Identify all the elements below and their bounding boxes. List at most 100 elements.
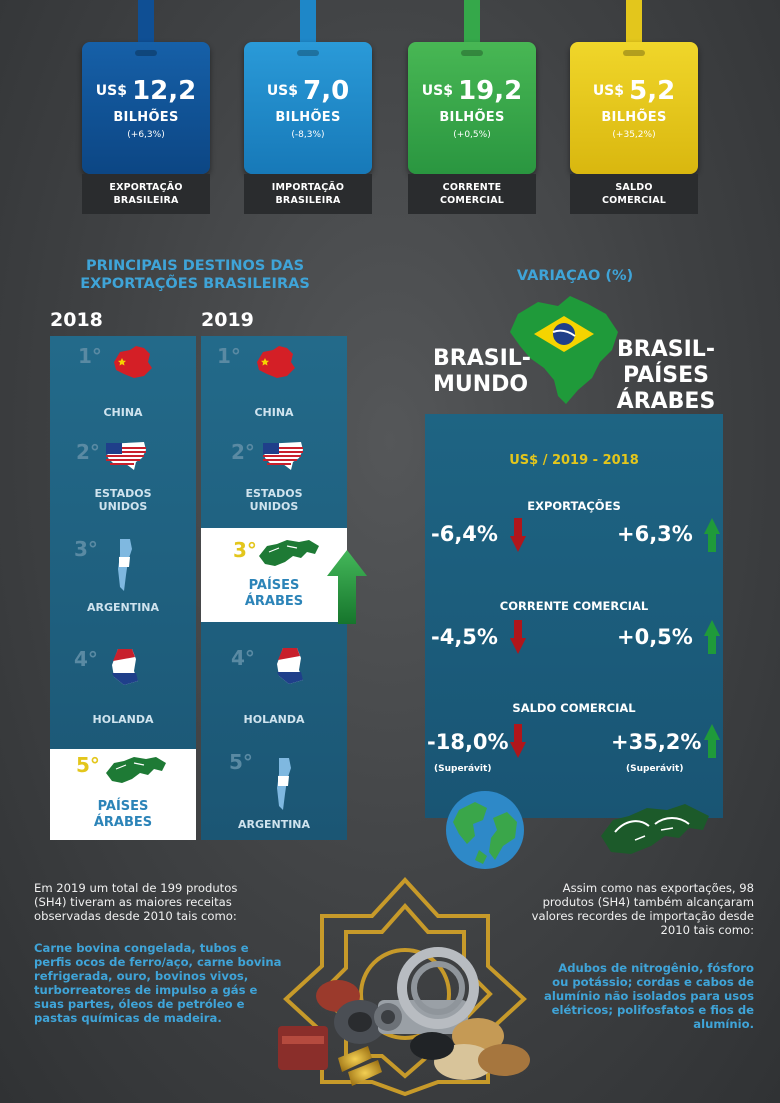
ranking-column-2019: 1° CHINA 2° ESTADOS UNIDOS 3° PAÍSES ÁRABE… <box>201 336 347 840</box>
rank-item: 4° HOLANDA <box>201 622 347 730</box>
arab-world-seal-icon <box>601 804 709 854</box>
exports-intro-text: Em 2019 um total de 199 produtos (SH4) t… <box>34 881 238 923</box>
year-2018-label: 2018 <box>50 309 103 331</box>
variation-right-note: (Superávit) <box>626 764 684 774</box>
brasil-arabes-title: BRASIL- PAÍSES ÁRABES <box>616 337 716 414</box>
card-strap <box>138 0 154 46</box>
usa-map-icon <box>106 442 146 470</box>
usa-map-icon <box>263 442 303 470</box>
rank-item: 2° ESTADOS UNIDOS <box>201 436 347 528</box>
rank-country: HOLANDA <box>243 713 305 726</box>
card-label: EXPORTAÇÃO BRASILEIRA <box>82 174 210 214</box>
rank-item: 1° CHINA <box>201 336 347 436</box>
arrow-up-icon <box>704 518 720 552</box>
variation-panel <box>425 414 723 818</box>
variation-row-label: CORRENTE COMERCIAL <box>499 599 649 613</box>
rank-number: 3° <box>74 537 98 561</box>
rise-arrow-icon <box>327 550 367 624</box>
rank-country: ARGENTINA <box>86 601 160 614</box>
rank-number: 4° <box>231 646 255 670</box>
rank-item: 2° ESTADOS UNIDOS <box>50 436 196 531</box>
card-unit: BILHÕES <box>113 110 179 125</box>
export-card: US$ 12,2 BILHÕES (+6,3%) <box>82 42 210 174</box>
rank-number: 2° <box>231 440 255 464</box>
arrow-down-icon <box>510 518 526 552</box>
brasil-mundo-title: BRASIL- MUNDO <box>433 346 531 397</box>
card-hole <box>461 50 483 56</box>
variation-left-value: -6,4% <box>431 522 498 546</box>
card-change: (+0,5%) <box>453 130 491 140</box>
ranking-column-2018: 1° CHINA 2° ESTADOS UNIDOS 3° ARGENTINA 4… <box>50 336 196 840</box>
netherlands-map-icon <box>277 648 303 684</box>
card-strap <box>626 0 642 46</box>
card-amount: US$ 12,2 <box>95 76 197 106</box>
card-label: IMPORTAÇÃO BRASILEIRA <box>244 174 372 214</box>
card-label: CORRENTE COMERCIAL <box>408 174 536 214</box>
rank-number: 1° <box>78 344 102 368</box>
arab-countries-map-icon <box>259 540 319 566</box>
rank-country: PAÍSES ÁRABES <box>244 578 304 609</box>
rank-number: 5° <box>76 753 100 777</box>
rank-country: ESTADOS UNIDOS <box>245 487 303 513</box>
card-hole <box>297 50 319 56</box>
rank-number: 5° <box>229 750 253 774</box>
products-illustration <box>278 877 530 1097</box>
rank-country: PAÍSES ÁRABES <box>93 799 153 830</box>
imports-products-list: Adubos de nitrogênio, fósforo ou potássi… <box>544 961 754 1031</box>
variation-right-value: +0,5% <box>617 625 693 649</box>
variation-row-label: EXPORTAÇÕES <box>527 499 621 513</box>
card-amount: US$ 19,2 <box>421 76 523 106</box>
variation-left-note: (Superávit) <box>434 764 492 774</box>
card-unit: BILHÕES <box>275 110 341 125</box>
variation-right-value: +6,3% <box>617 522 693 546</box>
import-card: US$ 7,0 BILHÕES (-8,3%) <box>244 42 372 174</box>
variation-left-value: -4,5% <box>431 625 498 649</box>
exports-products-list: Carne bovina congelada, tubos e perfis o… <box>34 941 282 1025</box>
card-strap <box>464 0 480 46</box>
rank-country: ARGENTINA <box>237 818 311 831</box>
netherlands-map-icon <box>112 649 138 685</box>
rank-country: CHINA <box>103 406 143 419</box>
arab-countries-map-icon <box>106 757 166 783</box>
rank-item: 3° ARGENTINA <box>50 531 196 641</box>
rank-number: 3° <box>233 538 257 562</box>
imports-intro-text: Assim como nas exportações, 98 produtos … <box>531 881 754 937</box>
china-map-icon <box>257 346 295 378</box>
rank-item: 5° ARGENTINA <box>201 730 347 840</box>
arrow-up-icon <box>704 620 720 654</box>
rank-item-highlighted: 3° PAÍSES ÁRABES <box>201 528 347 622</box>
arrow-down-icon <box>510 724 526 758</box>
rank-number: 4° <box>74 647 98 671</box>
rank-item-highlighted: 5° PAÍSES ÁRABES <box>50 749 196 840</box>
trade-balance-card: US$ 5,2 BILHÕES (+35,2%) <box>570 42 698 174</box>
rank-item: 1° CHINA <box>50 336 196 436</box>
card-change: (+6,3%) <box>127 130 165 140</box>
card-change: (+35,2%) <box>612 130 656 140</box>
card-hole <box>623 50 645 56</box>
china-map-icon <box>114 346 152 378</box>
card-amount: US$ 5,2 <box>592 76 676 106</box>
variation-period: US$ / 2019 - 2018 <box>509 453 639 468</box>
destinations-title: PRINCIPAIS DESTINOS DAS EXPORTAÇÕES BRAS… <box>80 258 310 292</box>
card-hole <box>135 50 157 56</box>
year-2019-label: 2019 <box>201 309 254 331</box>
arrow-down-icon <box>510 620 526 654</box>
variation-row-label: SALDO COMERCIAL <box>512 701 636 715</box>
rank-country: HOLANDA <box>92 713 154 726</box>
argentina-map-icon <box>277 758 291 810</box>
variation-right-value: +35,2% <box>611 730 702 754</box>
variation-title: VARIAÇAO (%) <box>516 268 634 284</box>
rank-country: CHINA <box>254 406 294 419</box>
trade-flow-card: US$ 19,2 BILHÕES (+0,5%) <box>408 42 536 174</box>
rank-number: 2° <box>76 440 100 464</box>
argentina-map-icon <box>118 539 132 591</box>
variation-left-value: -18,0% <box>427 730 509 754</box>
card-strap <box>300 0 316 46</box>
card-change: (-8,3%) <box>291 130 325 140</box>
card-label: SALDO COMERCIAL <box>570 174 698 214</box>
card-amount: US$ 7,0 <box>266 76 350 106</box>
arrow-up-icon <box>704 724 720 758</box>
globe-icon <box>446 791 524 869</box>
rank-country: ESTADOS UNIDOS <box>94 487 152 513</box>
card-unit: BILHÕES <box>439 110 505 125</box>
